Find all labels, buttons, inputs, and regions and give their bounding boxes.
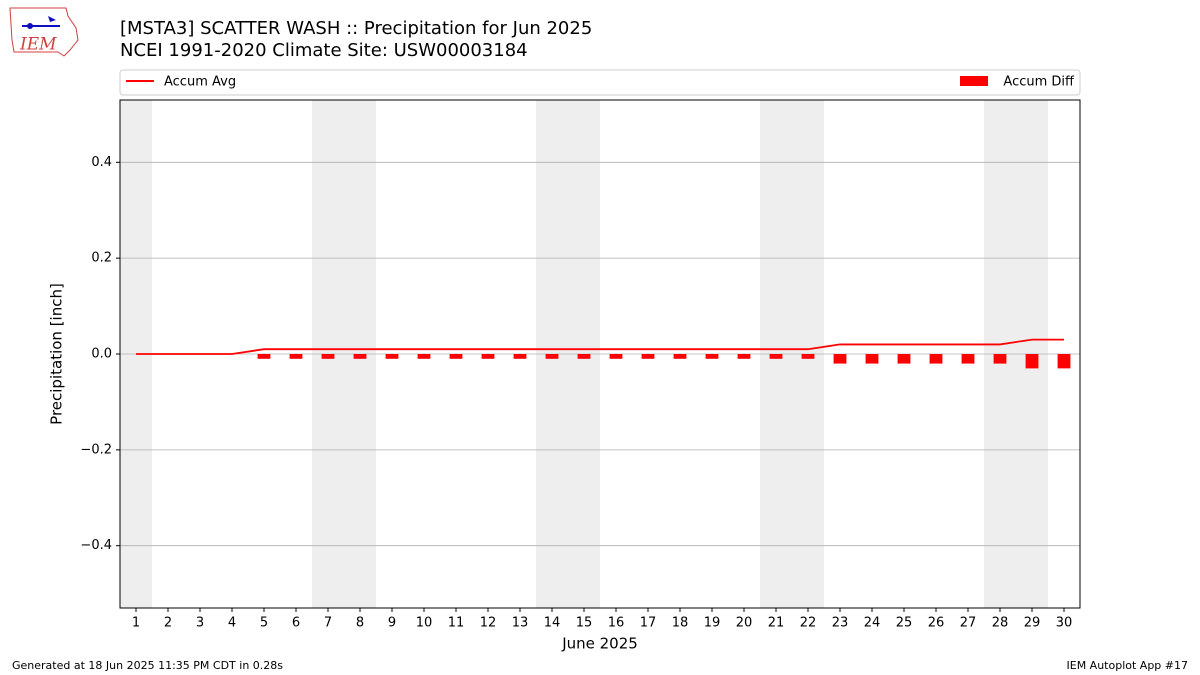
logo-text: IEM <box>19 35 57 55</box>
x-tick-label: 13 <box>512 616 529 631</box>
y-tick-label: −0.2 <box>80 442 112 457</box>
x-tick-label: 9 <box>388 616 396 631</box>
bar <box>769 354 783 359</box>
bar <box>993 354 1007 364</box>
y-axis-label: Precipitation [inch] <box>48 283 66 425</box>
x-tick-label: 6 <box>292 616 300 631</box>
x-tick-label: 18 <box>672 616 689 631</box>
bar <box>801 354 815 359</box>
legend-label: Accum Avg <box>164 75 236 90</box>
bar <box>609 354 623 359</box>
x-tick-label: 19 <box>704 616 721 631</box>
y-tick-label: 0.4 <box>91 155 112 170</box>
x-tick-label: 17 <box>640 616 657 631</box>
bar <box>1057 354 1071 369</box>
line <box>136 338 1064 355</box>
x-tick-label: 21 <box>768 616 785 631</box>
bar <box>577 354 591 359</box>
plot-frame <box>119 99 1081 609</box>
y-tick-label: 0.0 <box>91 347 112 362</box>
x-tick-label: 4 <box>228 616 236 631</box>
bar <box>513 354 527 359</box>
x-tick-label: 25 <box>896 616 913 631</box>
bar <box>705 354 719 359</box>
legend-label: Accum Diff <box>1003 75 1075 90</box>
footer-left: Generated at 18 Jun 2025 11:35 PM CDT in… <box>12 659 283 672</box>
x-tick-label: 16 <box>608 616 625 631</box>
legend-swatch <box>960 76 988 86</box>
x-axis-label: June 2025 <box>561 635 638 653</box>
x-tick-label: 5 <box>260 616 268 631</box>
bar <box>321 354 335 359</box>
x-tick-label: 8 <box>356 616 364 631</box>
bar <box>737 354 751 359</box>
bar <box>865 354 879 364</box>
bar <box>673 354 687 359</box>
x-tick-label: 3 <box>196 616 204 631</box>
x-tick-label: 24 <box>864 616 881 631</box>
x-tick-label: 11 <box>448 616 465 631</box>
x-tick-label: 30 <box>1056 616 1073 631</box>
x-tick-label: 27 <box>960 616 977 631</box>
bar <box>385 354 399 359</box>
x-tick-label: 29 <box>1024 616 1041 631</box>
bar <box>417 354 431 359</box>
x-tick-label: 23 <box>832 616 849 631</box>
bar <box>897 354 911 364</box>
bar <box>641 354 655 359</box>
bar <box>545 354 559 359</box>
x-tick-label: 1 <box>132 616 140 631</box>
footer-right: IEM Autoplot App #17 <box>1067 659 1189 672</box>
x-tick-label: 15 <box>576 616 593 631</box>
bar <box>353 354 367 359</box>
x-tick-label: 28 <box>992 616 1009 631</box>
x-tick-label: 10 <box>416 616 433 631</box>
bar <box>481 354 495 359</box>
y-tick-label: 0.2 <box>91 251 112 266</box>
y-tick-label: −0.4 <box>80 538 112 553</box>
bar <box>833 354 847 364</box>
bar <box>257 354 271 359</box>
bar <box>449 354 463 359</box>
bar <box>961 354 975 364</box>
bar <box>289 354 303 359</box>
x-tick-label: 20 <box>736 616 753 631</box>
bar <box>929 354 943 364</box>
legend-box <box>119 69 1081 96</box>
x-tick-label: 22 <box>800 616 817 631</box>
x-tick-label: 7 <box>324 616 332 631</box>
chart-subtitle: NCEI 1991-2020 Climate Site: USW00003184 <box>120 40 528 61</box>
x-tick-label: 2 <box>164 616 172 631</box>
x-tick-label: 12 <box>480 616 497 631</box>
logo: IEM <box>9 7 79 57</box>
chart-title: [MSTA3] SCATTER WASH :: Precipitation fo… <box>120 18 592 39</box>
x-tick-label: 14 <box>544 616 561 631</box>
bar <box>1025 354 1039 369</box>
x-tick-label: 26 <box>928 616 945 631</box>
